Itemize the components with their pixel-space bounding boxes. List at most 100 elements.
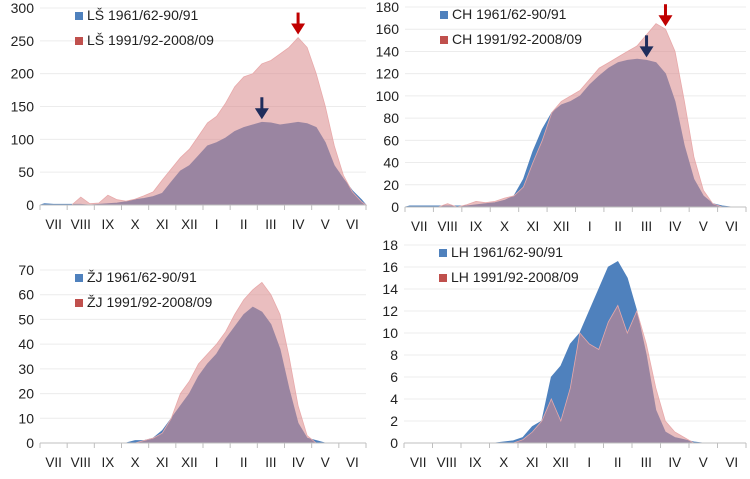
y-tick-label: 18 [382, 237, 398, 253]
y-tick-label: 60 [18, 287, 34, 303]
peak-arrow-icon [658, 4, 673, 27]
y-tick-label: 40 [18, 336, 34, 352]
y-tick-label: 0 [26, 197, 34, 213]
legend-label: LH 1961/62-90/91 [451, 244, 563, 260]
y-tick-label: 140 [376, 43, 400, 59]
x-tick-label: II [240, 217, 248, 232]
x-tick-label: IX [470, 219, 483, 234]
legend-label: ŽJ 1991/92-2008/09 [87, 294, 213, 310]
legend-marker [440, 11, 448, 19]
y-tick-label: 0 [390, 435, 398, 451]
x-tick-label: X [499, 455, 508, 470]
x-tick-label: IX [102, 217, 115, 232]
x-tick-label: V [321, 455, 330, 470]
x-tick-label: III [641, 219, 652, 234]
x-tick-label: VI [725, 455, 738, 470]
y-tick-label: 80 [383, 110, 399, 126]
x-tick-label: V [699, 219, 708, 234]
y-tick-label: 100 [376, 88, 400, 104]
series-area-1 [405, 23, 746, 208]
legend-label: LŠ 1991/92-2008/09 [87, 32, 214, 48]
legend-marker [75, 274, 83, 282]
x-tick-label: X [131, 217, 140, 232]
x-tick-label: IX [102, 455, 115, 470]
legend-marker [75, 37, 83, 45]
x-tick-label: III [265, 455, 276, 470]
x-tick-label: XII [553, 219, 570, 234]
legend-label: ŽJ 1961/62-90/91 [87, 269, 197, 285]
x-tick-label: V [699, 455, 708, 470]
legend-label: LH 1991/92-2008/09 [451, 269, 579, 285]
y-tick-label: 40 [383, 155, 399, 171]
x-tick-label: III [265, 217, 276, 232]
x-tick-label: VII [45, 455, 62, 470]
x-tick-label: II [614, 219, 622, 234]
x-tick-label: XII [552, 455, 569, 470]
x-tick-label: II [240, 455, 248, 470]
y-tick-label: 4 [390, 391, 398, 407]
x-tick-label: I [588, 219, 592, 234]
y-tick-label: 8 [390, 347, 398, 363]
y-tick-label: 180 [376, 0, 400, 15]
x-tick-label: VIII [437, 219, 457, 234]
x-tick-label: XI [526, 219, 539, 234]
x-tick-label: V [321, 217, 330, 232]
y-tick-label: 12 [382, 303, 398, 319]
x-tick-label: IV [669, 219, 682, 234]
legend-label: LŠ 1961/62-90/91 [87, 7, 199, 23]
x-tick-label: VI [346, 217, 359, 232]
x-tick-label: III [641, 455, 652, 470]
y-tick-label: 10 [382, 325, 398, 341]
x-tick-label: VIII [437, 455, 457, 470]
x-tick-label: VI [346, 455, 359, 470]
y-tick-label: 60 [383, 132, 399, 148]
series-area-1 [404, 304, 746, 444]
x-tick-label: IV [292, 455, 305, 470]
legend-marker [75, 12, 83, 20]
x-tick-label: XI [156, 217, 169, 232]
x-tick-label: VII [45, 217, 62, 232]
x-tick-label: VIII [71, 455, 91, 470]
y-tick-label: 120 [376, 66, 400, 82]
y-tick-label: 14 [382, 281, 398, 297]
legend-marker [439, 274, 447, 282]
x-tick-label: IX [469, 455, 482, 470]
y-tick-label: 150 [11, 99, 35, 115]
y-tick-label: 10 [18, 410, 34, 426]
peak-arrow-icon [639, 35, 654, 58]
y-tick-label: 20 [383, 177, 399, 193]
x-tick-label: I [215, 217, 219, 232]
peak-arrow-icon [254, 97, 269, 120]
series-area-1 [40, 37, 368, 206]
x-tick-label: XII [181, 217, 198, 232]
x-tick-label: VIII [71, 217, 91, 232]
x-tick-label: XI [156, 455, 169, 470]
x-tick-label: II [614, 455, 622, 470]
legend-label: CH 1961/62-90/91 [452, 6, 567, 22]
y-tick-label: 0 [391, 199, 399, 215]
x-tick-label: I [587, 455, 591, 470]
y-tick-label: 30 [18, 361, 34, 377]
x-tick-label: IV [292, 217, 305, 232]
x-tick-label: VII [410, 455, 427, 470]
x-tick-label: VII [411, 219, 428, 234]
legend-marker [440, 36, 448, 44]
legend-marker [439, 249, 447, 257]
x-tick-label: I [215, 455, 219, 470]
y-tick-label: 2 [390, 413, 398, 429]
y-tick-label: 70 [18, 262, 34, 278]
x-tick-label: X [500, 219, 509, 234]
y-tick-label: 100 [11, 131, 35, 147]
legend-marker [75, 299, 83, 307]
y-tick-label: 50 [18, 164, 34, 180]
y-tick-label: 300 [11, 0, 35, 16]
y-tick-label: 50 [18, 311, 34, 327]
y-tick-label: 16 [382, 259, 398, 275]
y-tick-label: 200 [11, 66, 35, 82]
x-tick-label: X [131, 455, 140, 470]
y-tick-label: 160 [376, 21, 400, 37]
